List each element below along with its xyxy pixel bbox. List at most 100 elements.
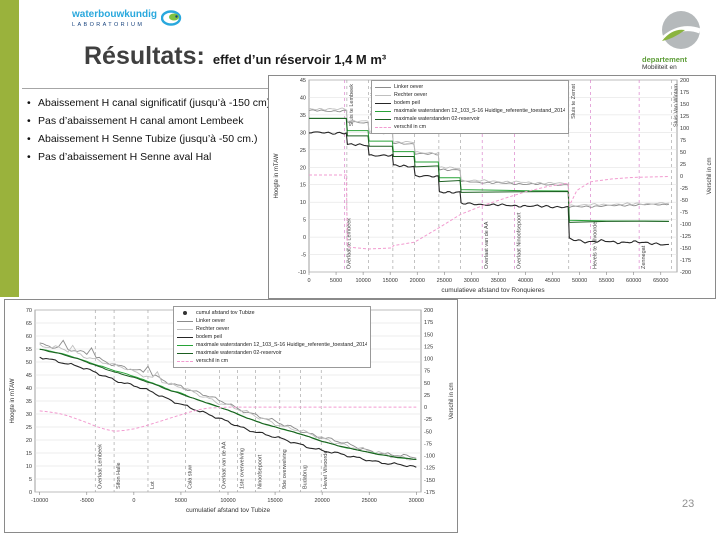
chart-legend: cumul afstand tov Tubize Linker oever Rech… <box>173 306 371 368</box>
waterbouwkundig-logo: waterbouwkundig LABORATORIUM <box>72 10 183 28</box>
legend-label: verschil in cm <box>394 124 427 130</box>
x-axis-tick: 30000 <box>409 498 424 504</box>
y-axis-left-tick: 10 <box>26 464 32 470</box>
y-axis-left-tick: 70 <box>26 308 32 314</box>
y-axis-right-tick: 100 <box>424 357 433 363</box>
page-number: 23 <box>682 498 695 510</box>
y-axis-right-tick: -125 <box>424 466 435 472</box>
x-axis-tick: 10000 <box>355 278 370 284</box>
x-axis-tick: 15000 <box>267 498 282 504</box>
y-axis-left-tick: 45 <box>26 373 32 379</box>
mow-sphere-icon <box>662 11 701 49</box>
chart-marker-label: Sluis te Zemst <box>571 84 577 119</box>
y-axis-left-tick: 15 <box>300 183 306 189</box>
y-axis-right-title: Verschil in cm <box>449 382 455 419</box>
y-axis-right-tick: 75 <box>680 138 686 144</box>
x-axis-tick: 40000 <box>518 278 533 284</box>
senne-water-level-chart: 70 65 60 55 50 45 40 35 30 25 20 15 10 5 0 200 175 150 125… <box>4 299 458 533</box>
legend-label: Linker oever <box>196 318 226 324</box>
legend-entry: verschil in cm <box>375 123 565 131</box>
legend-line-swatch <box>375 118 391 120</box>
mow-departement-text: departement <box>642 55 688 64</box>
logo-laboratorium-text: LABORATORIUM <box>72 22 145 28</box>
legend-label: cumul afstand tov Tubize <box>196 310 255 316</box>
y-axis-left-tick: 15 <box>26 451 32 457</box>
x-axis-tick: 55000 <box>599 278 614 284</box>
chart-marker-label: Sluis Van Wintam <box>674 84 680 127</box>
y-axis-right-tick: -150 <box>424 478 435 484</box>
x-axis-tick: 20000 <box>410 278 425 284</box>
series-linker-oever <box>309 109 669 209</box>
legend-label: bodem peil <box>394 100 420 106</box>
y-axis-left-tick: 0 <box>303 235 306 241</box>
legend-line-swatch <box>375 110 391 112</box>
chart-marker-label: Overlaat Lembeek <box>97 444 103 489</box>
legend-label: bodem peil <box>196 334 222 340</box>
legend-label: Linker oever <box>394 84 424 90</box>
chart-marker-label: Overlaat van de AA <box>222 441 228 489</box>
y-axis-right-tick: 75 <box>424 369 430 375</box>
series-verschil-in-cm <box>309 174 669 250</box>
y-axis-left-tick: 50 <box>26 360 32 366</box>
y-axis-left-title: Hoogte in mTAW <box>10 378 16 423</box>
legend-label: maximale waterstanden 02-reservoir <box>394 116 480 122</box>
legend-line-swatch <box>375 102 391 104</box>
y-axis-right-tick: -200 <box>680 270 691 276</box>
y-axis-left-tick: 55 <box>26 347 32 353</box>
chart-marker-label: Sifon Halle <box>116 462 122 489</box>
series-bodem-peil <box>309 131 669 246</box>
y-axis-right-tick: 125 <box>680 114 689 120</box>
series-linker-oever <box>39 339 417 459</box>
y-axis-right-tick: -25 <box>680 186 688 192</box>
y-axis-left-tick: 40 <box>26 386 32 392</box>
series-maximale-waterstanden-02-reservoir <box>39 348 417 460</box>
bullet-item: Pas d’abaissement H Senne aval Hal <box>26 151 274 164</box>
y-axis-left-tick: 25 <box>26 425 32 431</box>
x-axis-tick: 15000 <box>383 278 398 284</box>
y-axis-left-tick: 25 <box>300 148 306 154</box>
legend-entry: Rechter oever <box>375 91 565 99</box>
title-row: Résultats: effet d’un réservoir 1,4 M m³ <box>84 42 386 71</box>
chart-marker-label: 9de overwelving <box>282 449 288 489</box>
y-axis-left-title: Hoogte in mTAW <box>274 153 280 198</box>
bullet-list: Abaissement H canal significatif (jusqu’… <box>26 97 274 170</box>
chart-legend: Linker oever Rechter oever bodem peil maxim… <box>371 80 569 134</box>
page-subtitle: effet d’un réservoir 1,4 M m³ <box>212 52 387 67</box>
legend-line-swatch <box>177 360 193 362</box>
x-axis-tick: 45000 <box>545 278 560 284</box>
y-axis-left-tick: 40 <box>300 95 306 101</box>
chart-marker-label: Zennegat <box>641 245 647 269</box>
y-axis-left-tick: 5 <box>29 477 32 483</box>
legend-line-swatch <box>375 94 391 96</box>
x-axis-tick: 35000 <box>491 278 506 284</box>
chart-marker-label: Budabrug <box>302 465 308 489</box>
legend-entry: verschil in cm <box>177 357 367 365</box>
legend-entry: maximale waterstanden 02-reservoir <box>177 349 367 357</box>
y-axis-right-tick: -100 <box>424 454 435 460</box>
legend-label: Rechter oever <box>394 92 428 98</box>
legend-entry: Linker oever <box>375 83 565 91</box>
legend-entry: Linker oever <box>177 317 367 325</box>
x-axis-tick: 65000 <box>653 278 668 284</box>
legend-label: maximale waterstanden 02-reservoir <box>196 350 282 356</box>
y-axis-right-tick: 200 <box>424 308 433 314</box>
y-axis-left-tick: 35 <box>300 113 306 119</box>
y-axis-right-tick: -100 <box>680 222 691 228</box>
series-verschil-in-cm <box>39 406 417 432</box>
y-axis-right-tick: -125 <box>680 234 691 240</box>
y-axis-left-tick: 10 <box>300 200 306 206</box>
y-axis-right-tick: -75 <box>680 210 688 216</box>
legend-label: maximale waterstanden 12_103_S-16 Huidig… <box>196 342 367 348</box>
y-axis-right-tick: 25 <box>680 162 686 168</box>
chart-marker-label: Lot <box>150 481 156 489</box>
x-axis-tick: 0 <box>132 498 135 504</box>
y-axis-left-tick: 20 <box>300 165 306 171</box>
y-axis-left-tick: 65 <box>26 321 32 327</box>
y-axis-right-tick: -25 <box>424 417 432 423</box>
y-axis-right-tick: 50 <box>424 381 430 387</box>
y-axis-right-tick: 0 <box>424 405 427 411</box>
legend-entry: bodem peil <box>375 99 565 107</box>
y-axis-left-tick: 45 <box>300 78 306 84</box>
y-axis-right-tick: 200 <box>680 78 689 84</box>
